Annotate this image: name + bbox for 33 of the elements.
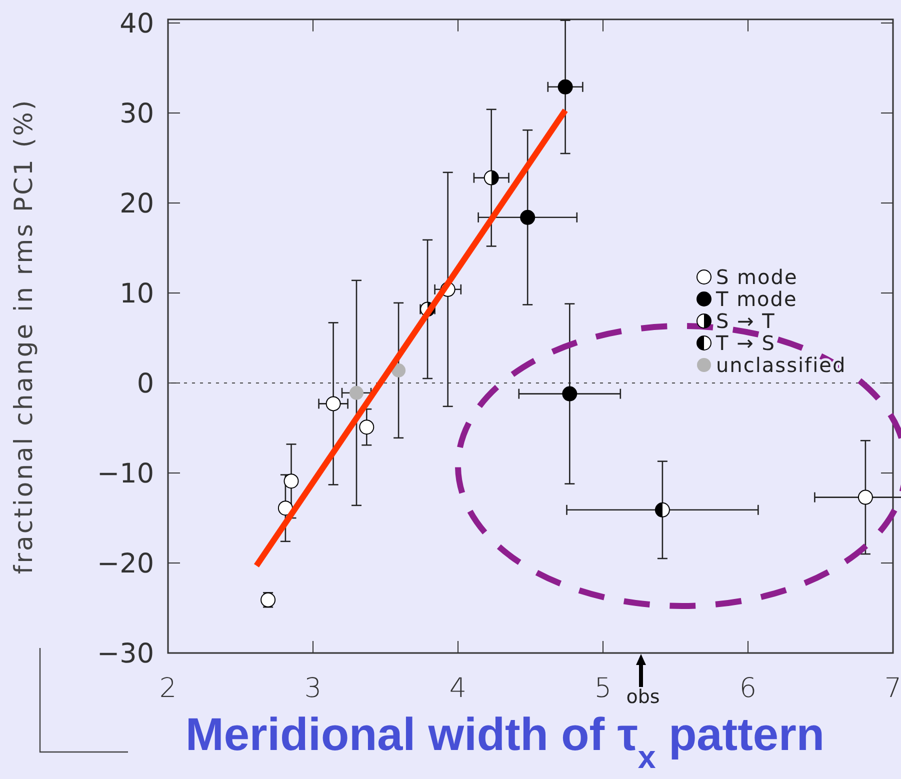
x-tick-label: 7 (884, 673, 901, 704)
y-axis-title: fractional change in rms PC1 (%) (9, 98, 38, 574)
y-tick-label: 30 (120, 98, 154, 130)
point (654, 502, 670, 518)
point (326, 396, 341, 412)
point (858, 490, 873, 505)
point (562, 386, 578, 402)
point (284, 474, 299, 489)
point (278, 500, 293, 516)
x-tick-label: 2 (159, 673, 177, 704)
x-tick-label: 4 (449, 673, 467, 704)
y-tick-label: 10 (120, 278, 154, 310)
x-tick-label: 6 (739, 673, 757, 704)
point (558, 79, 573, 94)
legend-label: T mode (715, 287, 798, 311)
y-tick-label: 40 (120, 8, 154, 40)
y-tick-label: −20 (97, 548, 154, 580)
x-tick-label: 5 (594, 673, 612, 704)
legend-label: T → S (715, 331, 776, 355)
point (350, 386, 364, 400)
point (520, 210, 536, 225)
y-tick-label: −30 (97, 638, 154, 670)
text: obs (626, 686, 660, 708)
y-tick-label: −10 (97, 458, 154, 490)
y-tick-label: 20 (120, 188, 154, 220)
legend-label: S mode (716, 265, 798, 289)
point (359, 420, 374, 435)
point (484, 170, 499, 186)
x-axis-title: Meridional width of τ$_{x}$ pattern (186, 708, 824, 775)
y-tick-label: 0 (136, 368, 154, 400)
legend-label: S → T (716, 309, 776, 333)
point (392, 363, 406, 378)
x-tick-label: 3 (304, 673, 322, 704)
